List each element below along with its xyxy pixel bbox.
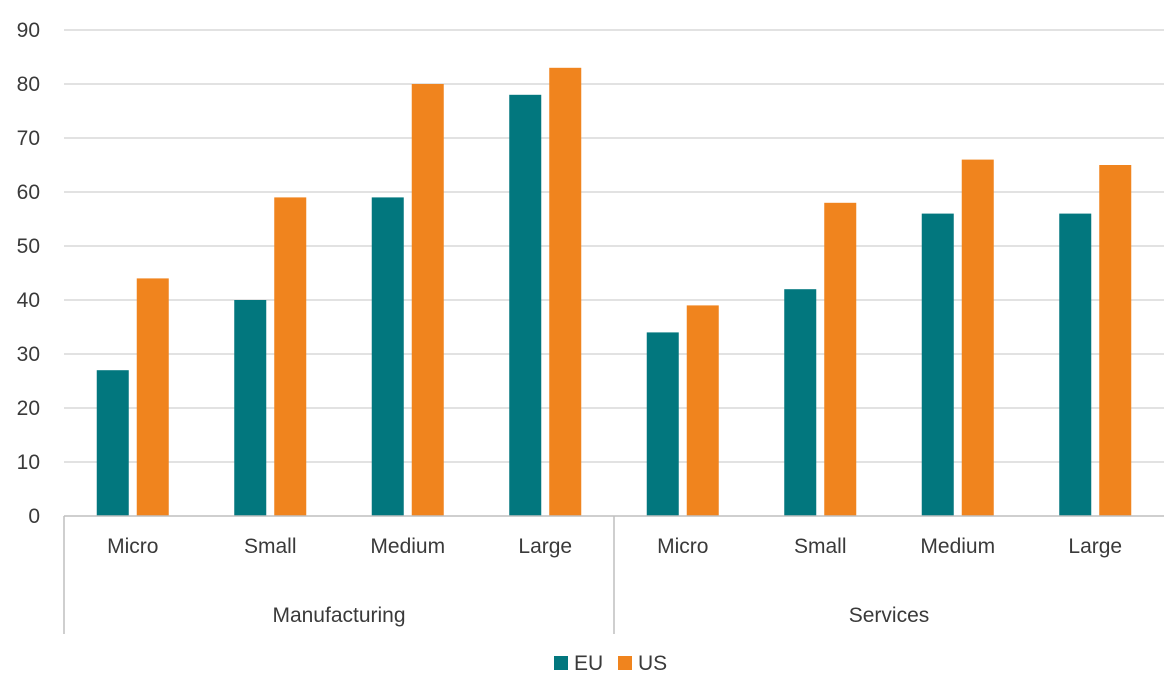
y-tick-label: 10 bbox=[17, 451, 40, 474]
bars bbox=[96, 67, 1132, 517]
bar-us-small bbox=[274, 197, 307, 516]
x-category-label: Medium bbox=[370, 535, 445, 558]
x-category-label: Micro bbox=[657, 535, 708, 558]
y-tick-label: 40 bbox=[17, 289, 40, 312]
y-tick-label: 90 bbox=[17, 19, 40, 42]
bar-eu-small bbox=[234, 300, 267, 516]
x-category-label: Micro bbox=[107, 535, 158, 558]
bar-us-small bbox=[824, 202, 857, 517]
bar-eu-small bbox=[784, 289, 817, 516]
x-category-label: Large bbox=[518, 535, 572, 558]
bar-eu-large bbox=[509, 94, 542, 517]
bar-eu-micro bbox=[96, 370, 129, 516]
bar-eu-medium bbox=[921, 213, 954, 516]
legend-label-eu: EU bbox=[574, 652, 603, 675]
y-tick-label: 80 bbox=[17, 73, 40, 96]
bar-us-large bbox=[549, 67, 582, 517]
axes bbox=[63, 515, 1164, 634]
gridlines bbox=[64, 29, 1164, 463]
legend-swatch-eu bbox=[554, 656, 568, 670]
y-tick-label: 70 bbox=[17, 127, 40, 150]
bar-us-medium bbox=[411, 84, 444, 516]
legend: EU US bbox=[554, 652, 667, 675]
x-group-label: Manufacturing bbox=[272, 604, 405, 627]
x-category-label: Small bbox=[244, 535, 297, 558]
bar-eu-medium bbox=[371, 197, 404, 516]
bar-us-large bbox=[1099, 165, 1132, 516]
y-tick-label: 0 bbox=[28, 505, 40, 528]
bar-eu-large bbox=[1059, 213, 1092, 516]
y-tick-label: 30 bbox=[17, 343, 40, 366]
bar-us-micro bbox=[686, 305, 719, 516]
legend-swatch-us bbox=[618, 656, 632, 670]
bar-us-micro bbox=[136, 278, 169, 516]
bar-eu-micro bbox=[646, 332, 679, 516]
x-category-label: Large bbox=[1068, 535, 1122, 558]
bar-us-medium bbox=[961, 159, 994, 516]
x-category-label: Medium bbox=[920, 535, 995, 558]
x-category-label: Small bbox=[794, 535, 847, 558]
y-tick-label: 50 bbox=[17, 235, 40, 258]
y-tick-label: 20 bbox=[17, 397, 40, 420]
x-group-label: Services bbox=[849, 604, 930, 627]
labels: 0 10 20 30 40 50 60 70 80 90 Micro Small Medium Large… bbox=[17, 19, 1122, 627]
y-tick-label: 60 bbox=[17, 181, 40, 204]
legend-label-us: US bbox=[638, 652, 667, 675]
